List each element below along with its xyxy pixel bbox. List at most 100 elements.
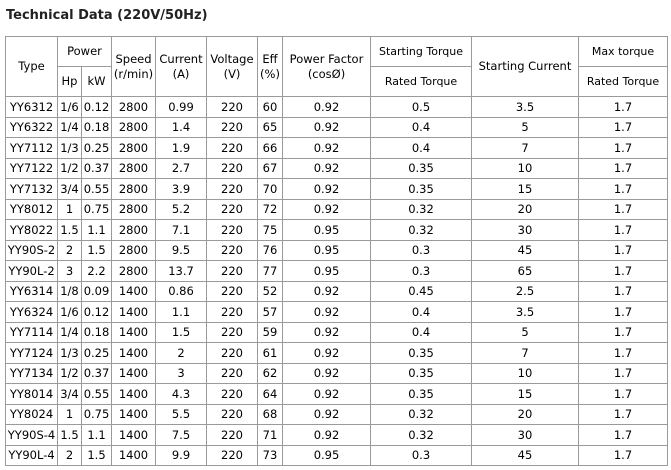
value-cell: 0.32	[370, 219, 472, 241]
value-cell: 220	[206, 383, 258, 405]
table-row: YY6324 1/6 0.12 1400 1.1 220 57 0.92 0.4 3.5 1.7	[5, 301, 668, 323]
value-cell: 3/4	[57, 178, 82, 200]
value-cell: 2	[57, 444, 82, 466]
value-cell: 0.35	[370, 157, 472, 179]
value-cell: 0.18	[81, 116, 112, 138]
value-cell: 0.95	[282, 239, 371, 261]
value-cell: 3.5	[471, 301, 579, 323]
value-cell: 2800	[111, 178, 156, 200]
type-cell: YY8014	[5, 383, 58, 405]
value-cell: 5	[471, 116, 579, 138]
value-cell: 77	[257, 260, 283, 282]
value-cell: 220	[206, 116, 258, 138]
value-cell: 3/4	[57, 383, 82, 405]
table-row: YY8022 1.5 1.1 2800 7.1 220 75 0.95 0.32 30 1.7	[5, 219, 668, 241]
value-cell: 1/2	[57, 362, 82, 384]
value-cell: 2.7	[155, 157, 207, 179]
value-cell: 0.55	[81, 178, 112, 200]
header-text: Speed	[115, 51, 152, 66]
value-cell: 57	[257, 301, 283, 323]
value-cell: 1/3	[57, 137, 82, 159]
value-cell: 0.3	[370, 444, 472, 466]
value-cell: 0.12	[81, 96, 112, 118]
value-cell: 1.7	[578, 424, 668, 446]
type-cell: YY90L-4	[5, 444, 58, 466]
value-cell: 0.35	[370, 178, 472, 200]
value-cell: 0.92	[282, 137, 371, 159]
value-cell: 1.1	[81, 424, 112, 446]
title: Technical Data (220V/50Hz)	[6, 8, 208, 23]
header-cell: Starting Torque Rated Torque	[370, 36, 472, 97]
value-cell: 1.7	[578, 321, 668, 343]
value-cell: 1.5	[81, 239, 112, 261]
value-cell: 1.7	[578, 178, 668, 200]
value-cell: 0.75	[81, 403, 112, 425]
table-row: YY90L-4 2 1.5 1400 9.9 220 73 0.95 0.3 45 1.7	[5, 444, 668, 466]
value-cell: 1	[57, 403, 82, 425]
value-cell: 0.92	[282, 383, 371, 405]
header-cell: Starting Current	[471, 36, 579, 97]
value-cell: 30	[471, 219, 579, 241]
type-cell: YY8024	[5, 403, 58, 425]
value-cell: 1.7	[578, 280, 668, 302]
value-cell: 0.92	[282, 116, 371, 138]
table-row: YY90S-4 1.5 1.1 1400 7.5 220 71 0.92 0.32 30 1.7	[5, 424, 668, 446]
value-cell: 0.92	[282, 157, 371, 179]
value-cell: 220	[206, 239, 258, 261]
value-cell: 71	[257, 424, 283, 446]
value-cell: 0.92	[282, 96, 371, 118]
value-cell: 0.95	[282, 260, 371, 282]
value-cell: 75	[257, 219, 283, 241]
value-cell: 1.1	[81, 219, 112, 241]
value-cell: 1400	[111, 280, 156, 302]
header-denominator: Rated Torque	[586, 74, 660, 88]
value-cell: 15	[471, 178, 579, 200]
value-cell: 1.7	[578, 239, 668, 261]
value-cell: 1/4	[57, 321, 82, 343]
type-cell: YY6322	[5, 116, 58, 138]
value-cell: 0.55	[81, 383, 112, 405]
value-cell: 1400	[111, 301, 156, 323]
value-cell: 220	[206, 137, 258, 159]
value-cell: 1/4	[57, 116, 82, 138]
value-cell: 220	[206, 403, 258, 425]
value-cell: 0.92	[282, 403, 371, 425]
value-cell: 220	[206, 157, 258, 179]
value-cell: 9.9	[155, 444, 207, 466]
type-cell: YY90L-2	[5, 260, 58, 282]
value-cell: 220	[206, 260, 258, 282]
value-cell: 1.7	[578, 116, 668, 138]
value-cell: 220	[206, 321, 258, 343]
value-cell: 220	[206, 96, 258, 118]
table-row: YY8012 1 0.75 2800 5.2 220 72 0.92 0.32 20 1.7	[5, 198, 668, 220]
value-cell: 1/2	[57, 157, 82, 179]
header-denominator: Rated Torque	[384, 74, 458, 88]
type-cell: YY7132	[5, 178, 58, 200]
value-cell: 0.25	[81, 137, 112, 159]
value-cell: 2.2	[81, 260, 112, 282]
header-cell: Speed (r/min)	[111, 36, 156, 97]
header-cell: Voltage (V)	[206, 36, 258, 97]
value-cell: 220	[206, 362, 258, 384]
value-cell: 2800	[111, 137, 156, 159]
value-cell: 0.12	[81, 301, 112, 323]
header-cell: Power Factor (cosØ)	[282, 36, 371, 97]
header-unit: (r/min)	[113, 66, 154, 81]
value-cell: 7	[471, 137, 579, 159]
header-cell: Current (A)	[155, 36, 207, 97]
value-cell: 1/3	[57, 342, 82, 364]
type-cell: YY90S-2	[5, 239, 58, 261]
value-cell: 1400	[111, 424, 156, 446]
value-cell: 1.7	[578, 383, 668, 405]
value-cell: 0.92	[282, 280, 371, 302]
value-cell: 1/6	[57, 301, 82, 323]
value-cell: 1400	[111, 342, 156, 364]
type-cell: YY6312	[5, 96, 58, 118]
value-cell: 65	[257, 116, 283, 138]
value-cell: 3	[57, 260, 82, 282]
value-cell: 0.92	[282, 424, 371, 446]
table-body: YY6312 1/6 0.12 2800 0.99 220 60 0.92 0.5 3.5 1.7 Y…	[5, 96, 668, 466]
header-unit: (cosØ)	[307, 66, 346, 81]
table-row: YY7112 1/3 0.25 2800 1.9 220 66 0.92 0.4 7 1.7	[5, 137, 668, 159]
